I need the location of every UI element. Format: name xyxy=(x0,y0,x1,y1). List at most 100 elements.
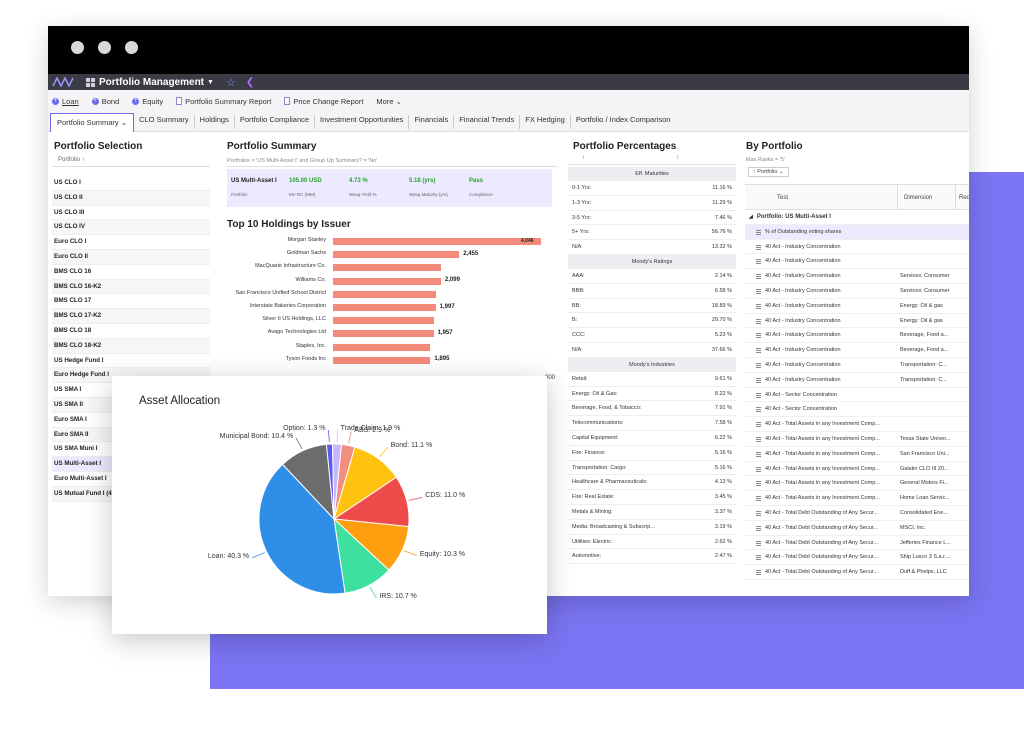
table-row[interactable]: 40 Act - Industry Concentration xyxy=(745,240,969,255)
portfolio-list-item[interactable]: BMS CLO 17-K2 xyxy=(52,309,210,324)
tab-financial-trends[interactable]: Financial Trends xyxy=(454,115,521,129)
holding-bar[interactable] xyxy=(333,290,436,298)
percentages-row[interactable]: AAA: 2.14 % xyxy=(568,269,736,284)
holding-bar[interactable] xyxy=(333,251,460,259)
percentages-row[interactable]: 1-3 Yrs: 11.29 % xyxy=(568,196,736,211)
holding-bar[interactable] xyxy=(333,317,434,325)
column-test[interactable]: Test xyxy=(745,185,898,209)
portfolio-list-item[interactable]: BMS CLO 17 xyxy=(52,294,210,310)
sort-arrow-icon[interactable]: ↑ xyxy=(676,155,679,161)
drag-handle-icon[interactable] xyxy=(756,303,761,309)
table-row[interactable]: 40 Act - Industry Concentration Transport… xyxy=(745,358,969,373)
table-row[interactable]: 40 Act - Total Debt Outstanding of Any S… xyxy=(745,550,969,566)
table-row[interactable]: 40 Act - Total Assets in any Investment … xyxy=(745,417,969,432)
drag-handle-icon[interactable] xyxy=(756,496,761,502)
drag-handle-icon[interactable] xyxy=(756,407,761,413)
table-row[interactable]: 40 Act - Industry Concentration Beverage,… xyxy=(745,343,969,358)
table-row[interactable]: 40 Act - Total Debt Outstanding of Any S… xyxy=(745,521,969,536)
holding-bar[interactable] xyxy=(333,356,431,364)
star-icon[interactable]: ☆ xyxy=(225,76,236,89)
holding-bar[interactable] xyxy=(333,330,434,338)
by-portfolio-filter[interactable]: Max Ranks = '5' xyxy=(746,157,785,163)
portfolio-list-item[interactable]: BMS CLO 16 xyxy=(52,265,210,280)
table-row[interactable]: 40 Act - Total Assets in any Investment … xyxy=(745,491,969,506)
percentages-row[interactable]: N/A: 37.66 % xyxy=(568,343,736,358)
drag-handle-icon[interactable] xyxy=(756,451,761,457)
portfolio-column-header[interactable]: Portfolio ↑ xyxy=(58,157,85,163)
percentages-row[interactable]: Telecommunications: 7.58 % xyxy=(568,416,736,431)
tab-clo-summary[interactable]: CLO Summary xyxy=(134,115,195,129)
toolbar-item-bond[interactable]: + Bond xyxy=(91,97,119,106)
table-row[interactable]: 40 Act - Industry Concentration Services:… xyxy=(745,269,969,284)
table-row[interactable]: 40 Act - Sector Concentration xyxy=(745,388,969,403)
column-req[interactable]: Req xyxy=(959,195,969,201)
percentages-row[interactable]: BB: 18.89 % xyxy=(568,299,736,314)
table-row[interactable]: % of Outstanding voting shares xyxy=(745,224,969,240)
drag-handle-icon[interactable] xyxy=(756,525,761,531)
portfolio-list-item[interactable]: US Hedge Fund I xyxy=(52,354,210,369)
drag-handle-icon[interactable] xyxy=(756,229,761,235)
table-row[interactable]: 40 Act - Total Debt Outstanding of Any S… xyxy=(745,536,969,551)
drag-handle-icon[interactable] xyxy=(756,392,761,398)
tab-portfolio-summary[interactable]: Portfolio Summary ⌄ xyxy=(50,113,135,132)
percentages-row[interactable]: Retail: 9.61 % xyxy=(568,372,736,387)
portfolio-summary-filter[interactable]: Portfolios = 'US Multi-Asset I' and Grou… xyxy=(227,158,557,167)
drag-handle-icon[interactable] xyxy=(756,244,761,250)
percentages-row[interactable]: 5+ Yrs: 56.76 % xyxy=(568,225,736,241)
holding-bar[interactable] xyxy=(333,277,441,285)
percentages-row[interactable]: N/A: 13.32 % xyxy=(568,240,736,255)
table-row[interactable]: 40 Act - Industry Concentration Energy: O… xyxy=(745,314,969,329)
table-row[interactable]: 40 Act - Industry Concentration Transport… xyxy=(745,373,969,388)
tab-portfolio-index-comparison[interactable]: Portfolio / Index Comparison xyxy=(575,115,671,124)
percentages-row[interactable]: BBB: 6.58 % xyxy=(568,284,736,299)
group-by-portfolio-chip[interactable]: ↑ Portfolio ⌄ xyxy=(748,167,789,177)
app-grid-icon[interactable] xyxy=(86,77,95,87)
pie-slice[interactable] xyxy=(258,463,346,595)
drag-handle-icon[interactable] xyxy=(756,259,761,265)
drag-handle-icon[interactable] xyxy=(756,481,761,487)
portfolio-list-item[interactable]: US CLO II xyxy=(52,190,210,206)
table-row[interactable]: 40 Act - Total Assets in any Investment … xyxy=(745,447,969,462)
holding-bar[interactable] xyxy=(333,238,541,245)
column-dimension[interactable]: Dimension xyxy=(898,185,956,209)
group-row[interactable]: ◢ Portfolio: US Multi-Asset I xyxy=(745,210,969,225)
percentages-row[interactable]: Media: Broadcasting & Subscrip... 3.19 % xyxy=(568,520,736,535)
pie-slice[interactable] xyxy=(332,443,343,520)
percentages-row[interactable]: CCC: 5.23 % xyxy=(568,328,736,343)
tab-holdings[interactable]: Holdings xyxy=(195,115,235,129)
toolbar-item-summary-report[interactable]: Portfolio Summary Report xyxy=(176,97,271,106)
table-row[interactable]: 40 Act - Total Debt Outstanding of Any S… xyxy=(745,506,969,521)
percentages-row[interactable]: Metals & Mining: 3.37 % xyxy=(568,505,736,520)
table-row[interactable]: 40 Act - Total Debt Outstanding of Any S… xyxy=(745,565,969,580)
window-close-dot[interactable] xyxy=(71,41,84,54)
drag-handle-icon[interactable] xyxy=(756,377,761,383)
portfolio-list-item[interactable]: BMS CLO 18-K2 xyxy=(52,338,210,354)
table-row[interactable]: 40 Act - Total Assets in any Investment … xyxy=(745,462,969,477)
table-row[interactable]: 40 Act - Industry Concentration Services:… xyxy=(745,284,969,299)
table-row[interactable]: 40 Act - Sector Concentration xyxy=(745,402,969,418)
table-row[interactable]: 40 Act - Industry Concentration Beverage,… xyxy=(745,328,969,344)
drag-handle-icon[interactable] xyxy=(756,274,761,280)
toolbar-item-price-change-report[interactable]: Price Change Report xyxy=(284,97,363,106)
percentages-row[interactable]: Fire: Finance: 5.16 % xyxy=(568,446,736,461)
drag-handle-icon[interactable] xyxy=(756,422,761,428)
drag-handle-icon[interactable] xyxy=(756,466,761,472)
percentages-row[interactable]: 0-1 Yrs: 11.16 % xyxy=(568,181,736,196)
portfolio-list-item[interactable]: Euro CLO II xyxy=(52,249,210,265)
portfolio-list-item[interactable]: BMS CLO 18 xyxy=(52,324,210,339)
table-row[interactable]: 40 Act - Total Assets in any Investment … xyxy=(745,476,969,492)
percentages-row[interactable]: Automotive: 2.47 % xyxy=(568,549,736,565)
table-row[interactable]: 40 Act - Industry Concentration xyxy=(745,254,969,270)
holding-bar[interactable] xyxy=(333,264,441,272)
percentages-row[interactable]: B: 29.70 % xyxy=(568,313,736,329)
percentages-row[interactable]: Beverage, Food, & Tobacco: 7.91 % xyxy=(568,401,736,417)
table-row[interactable]: 40 Act - Total Assets in any Investment … xyxy=(745,432,969,447)
percentages-row[interactable]: Capital Equipment: 6.22 % xyxy=(568,431,736,446)
drag-handle-icon[interactable] xyxy=(756,333,761,339)
app-title[interactable]: Portfolio Management xyxy=(99,76,205,88)
portfolio-list-item[interactable]: Euro CLO I xyxy=(52,235,210,250)
tab-fx-hedging[interactable]: FX Hedging xyxy=(520,115,571,129)
percentages-row[interactable]: Utilities: Electric: 2.62 % xyxy=(568,535,736,550)
drag-handle-icon[interactable] xyxy=(756,570,761,576)
sort-arrow-icon[interactable]: ↑ xyxy=(582,155,585,161)
